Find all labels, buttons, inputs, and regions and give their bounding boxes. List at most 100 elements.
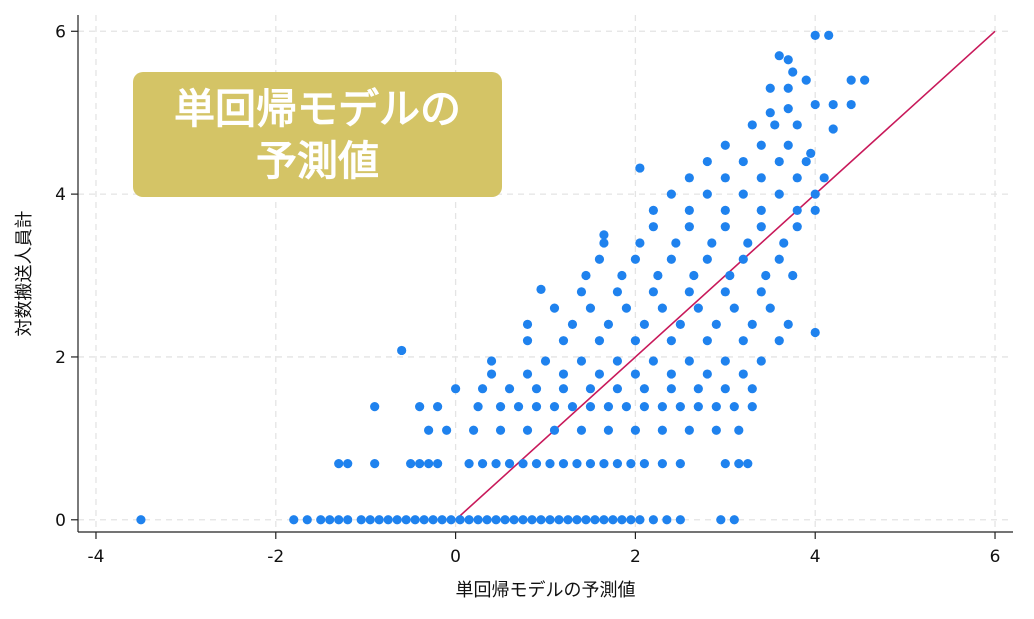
data-point-0-228 [788,67,798,77]
data-point-0-72 [433,402,443,412]
data-point-0-195 [738,189,748,199]
data-point-0-86 [711,402,721,412]
data-point-0-52 [477,459,488,469]
data-point-0-109 [639,384,649,394]
data-point-0-137 [738,336,748,346]
data-point-0-78 [567,402,578,412]
data-point-0-16 [437,515,447,525]
data-point-0-21 [482,515,492,525]
data-point-0-98 [657,425,667,435]
data-point-0-171 [666,254,676,264]
data-point-0-180 [779,238,789,248]
data-point-0-88 [747,402,757,412]
data-point-0-64 [639,459,649,469]
data-point-0-51 [464,459,474,469]
data-point-0-101 [734,425,744,435]
data-point-0-192 [810,205,820,216]
data-point-0-67 [720,459,730,469]
data-point-0-7 [356,515,366,525]
data-point-0-184 [720,222,730,232]
data-point-0-117 [594,369,605,379]
data-point-0-129 [720,356,730,366]
data-point-0-215 [828,124,838,134]
data-point-0-14 [419,515,429,525]
data-point-0-63 [626,459,636,469]
data-point-0-11 [392,515,402,525]
data-point-0-211 [806,148,816,159]
data-point-0-152 [693,303,703,313]
data-point-0-50 [433,459,443,469]
data-point-0-173 [738,254,748,264]
data-point-0-25 [518,515,528,525]
data-point-0-213 [770,120,780,130]
data-point-0-94 [549,425,560,435]
data-point-0-80 [603,402,614,412]
data-point-0-75 [513,402,524,412]
data-point-0-156 [576,287,587,297]
data-point-0-65 [657,459,667,469]
data-point-0-198 [684,173,694,183]
data-point-0-46 [370,459,380,469]
data-point-0-175 [599,238,609,248]
data-point-0-111 [693,384,703,394]
data-point-0-39 [648,515,658,525]
data-point-0-79 [585,402,596,412]
data-point-0-212 [747,120,757,130]
data-point-0-170 [630,254,641,264]
data-point-0-159 [684,287,694,297]
data-point-0-61 [599,459,609,469]
data-point-0-182 [648,222,658,232]
data-point-0-29 [554,515,564,525]
data-point-0-204 [702,156,712,167]
x-tick-label-3: 2 [630,547,641,567]
data-point-0-33 [590,515,600,525]
data-point-0-35 [608,515,618,525]
data-point-0-163 [617,270,627,281]
data-point-0-89 [424,425,434,435]
data-point-0-158 [648,287,658,297]
data-point-0-177 [671,238,681,248]
data-point-0-49 [424,459,434,469]
data-point-0-214 [792,120,802,130]
data-point-0-95 [576,425,587,435]
data-point-0-185 [756,222,766,232]
data-point-0-196 [774,189,784,199]
data-point-0-81 [621,402,632,412]
data-point-0-76 [531,402,542,412]
data-point-0-153 [729,303,739,313]
data-point-0-41 [675,515,685,525]
data-point-0-87 [729,402,739,412]
data-point-0-230 [824,30,834,40]
data-point-0-92 [495,425,506,435]
data-point-0-128 [684,356,694,366]
data-point-0-157 [612,287,623,297]
data-point-0-221 [765,83,775,93]
data-point-0-125 [576,356,587,366]
data-point-0-186 [792,222,802,232]
data-point-0-71 [415,402,425,412]
axes [71,15,1013,539]
data-point-0-6 [343,515,353,525]
data-point-0-32 [581,515,591,525]
data-point-0-179 [743,238,753,248]
data-point-0-136 [702,336,712,346]
data-point-0-62 [612,459,623,469]
data-point-0-104 [504,384,515,394]
data-point-0-59 [572,459,582,469]
data-point-0-149 [585,303,596,313]
data-point-0-160 [720,287,730,297]
data-point-0-226 [774,51,784,61]
data-point-0-150 [621,303,632,313]
data-point-0-77 [549,402,560,412]
data-point-0-3 [316,515,326,525]
data-point-0-166 [725,270,735,281]
data-point-0-141 [603,319,614,329]
data-point-0-148 [549,303,560,313]
data-point-0-120 [702,369,712,379]
data-point-0-116 [558,369,569,379]
data-point-0-151 [657,303,667,313]
x-axis-title: 単回帰モデルの予測値 [456,580,636,601]
data-point-0-140 [567,319,578,329]
data-point-0-206 [774,156,784,167]
data-point-0-187 [648,205,658,216]
